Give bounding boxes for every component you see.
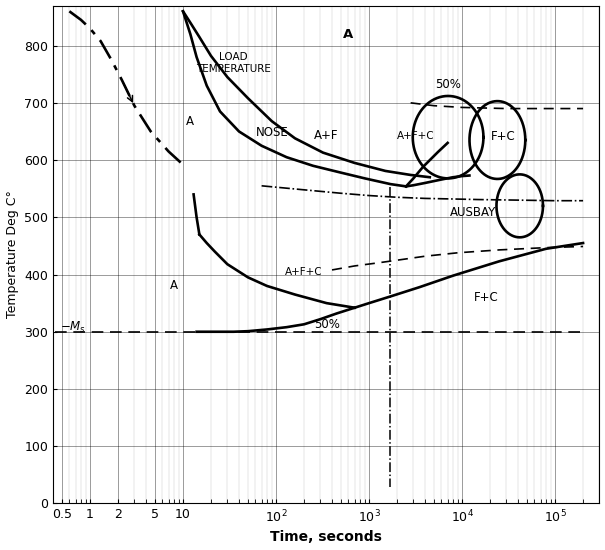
Text: A+F+C: A+F+C (397, 131, 435, 141)
Text: AUSBAY: AUSBAY (450, 206, 495, 219)
Text: A: A (170, 279, 178, 293)
Text: A+F+C: A+F+C (285, 267, 323, 277)
Text: F+C: F+C (474, 291, 498, 304)
Y-axis label: Temperature Deg C°: Temperature Deg C° (5, 190, 19, 318)
Text: NOSE: NOSE (255, 126, 288, 139)
X-axis label: Time, seconds: Time, seconds (270, 530, 382, 544)
Text: 50%: 50% (435, 78, 460, 91)
Text: A: A (343, 28, 353, 41)
Text: F+C: F+C (491, 130, 516, 142)
Text: $-M_s$: $-M_s$ (60, 320, 87, 335)
Text: A: A (186, 114, 194, 128)
Text: 50%: 50% (313, 318, 339, 331)
Text: A+F: A+F (315, 129, 339, 142)
Text: LOAD
TEMPERATURE: LOAD TEMPERATURE (196, 52, 271, 74)
